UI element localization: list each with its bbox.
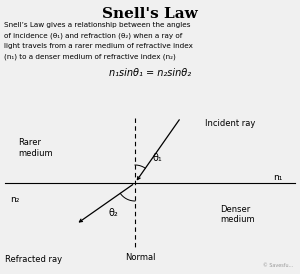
Text: of incidence (θ₁) and refraction (θ₂) when a ray of: of incidence (θ₁) and refraction (θ₂) wh… (4, 33, 182, 39)
Text: Refracted ray: Refracted ray (5, 255, 62, 264)
Text: Denser
medium: Denser medium (220, 205, 255, 224)
Text: Normal: Normal (125, 253, 155, 262)
Text: Incident ray: Incident ray (205, 118, 255, 127)
Text: θ₂: θ₂ (108, 208, 118, 218)
Text: Snell's Law: Snell's Law (102, 7, 198, 21)
Text: n₁sinθ₁ = n₂sinθ₂: n₁sinθ₁ = n₂sinθ₂ (109, 68, 191, 78)
Text: light travels from a rarer medium of refractive index: light travels from a rarer medium of ref… (4, 43, 193, 49)
Text: (n₁) to a denser medium of refractive index (n₂): (n₁) to a denser medium of refractive in… (4, 53, 176, 60)
Text: n₂: n₂ (10, 195, 20, 204)
Text: © Savesfu...: © Savesfu... (263, 263, 293, 268)
Text: Snell’s Law gives a relationship between the angles: Snell’s Law gives a relationship between… (4, 22, 190, 28)
Text: n₁: n₁ (273, 173, 282, 181)
Text: θ₁: θ₁ (152, 153, 162, 163)
Text: Rarer
medium: Rarer medium (18, 138, 52, 158)
